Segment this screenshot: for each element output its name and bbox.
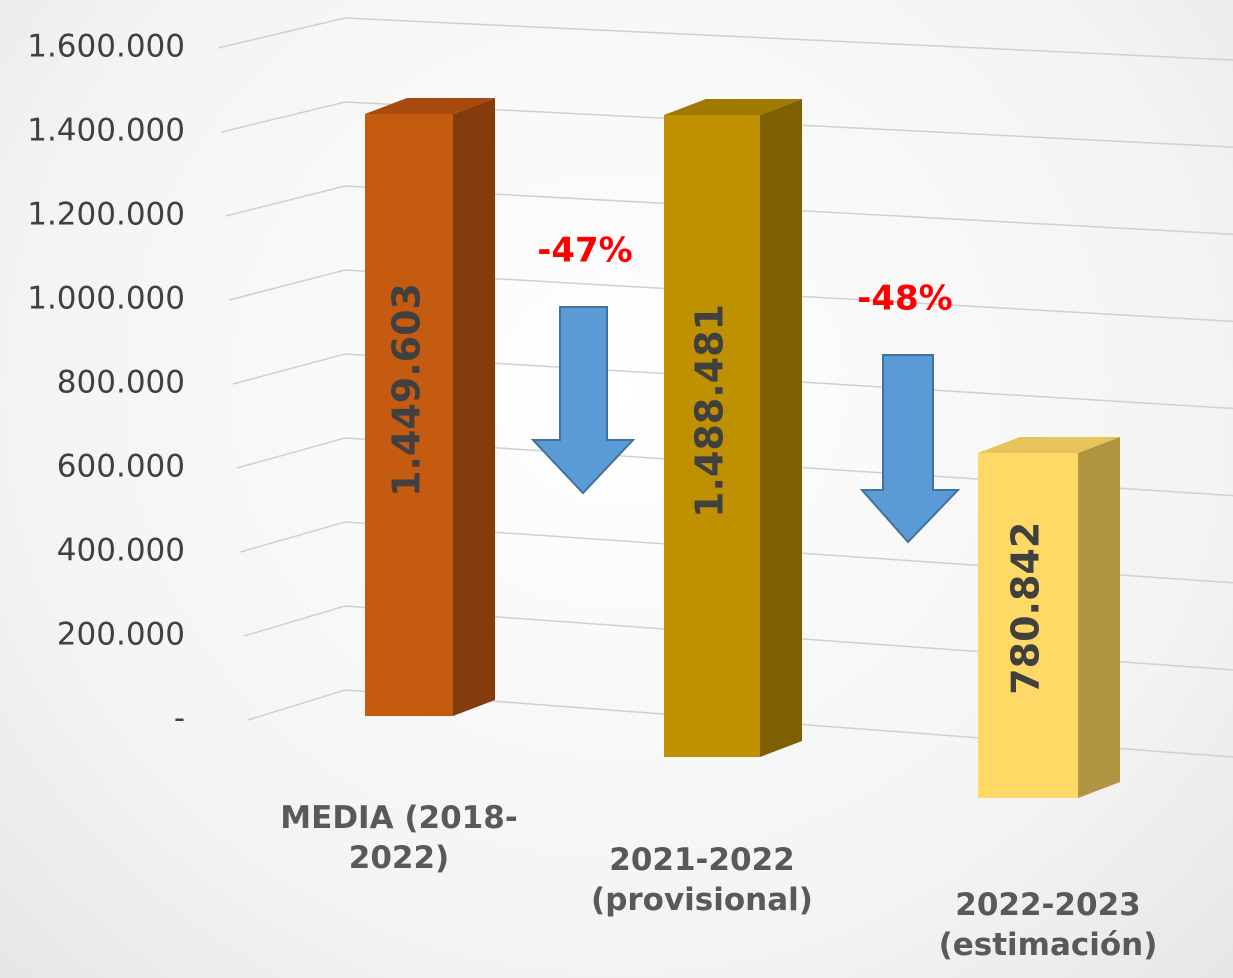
x-tick-label: 2022-2023 (estimación) bbox=[938, 887, 1158, 963]
bar-side bbox=[453, 98, 495, 716]
grid-line bbox=[225, 185, 1233, 235]
grid-line bbox=[236, 437, 1233, 497]
bar bbox=[978, 453, 1078, 798]
bar-side bbox=[760, 99, 802, 757]
bar bbox=[664, 115, 760, 757]
bar-side bbox=[1078, 437, 1120, 798]
y-tick-label: 1.400.000 bbox=[27, 113, 185, 149]
bar-top bbox=[978, 437, 1120, 453]
y-tick-label: 200.000 bbox=[57, 617, 185, 653]
grid-line bbox=[244, 605, 1233, 671]
arrow bbox=[859, 354, 961, 544]
y-tick-label: 400.000 bbox=[57, 533, 185, 569]
grid-line bbox=[221, 101, 1233, 148]
x-tick-label: 2021-2022 (provisional) bbox=[591, 842, 813, 918]
bar bbox=[365, 114, 453, 716]
y-tick-label: 1.600.000 bbox=[27, 29, 185, 65]
bar-top bbox=[365, 98, 495, 114]
x-tick-label: MEDIA (2018-2022) bbox=[280, 800, 518, 876]
y-tick-label: 1.000.000 bbox=[27, 281, 185, 317]
grid-line bbox=[240, 521, 1233, 584]
grid-line bbox=[232, 353, 1233, 410]
bar-top bbox=[664, 99, 802, 115]
y-tick-label: 800.000 bbox=[57, 365, 185, 401]
grid-line bbox=[247, 689, 1233, 758]
arrow bbox=[530, 306, 636, 495]
y-tick-label: - bbox=[174, 701, 185, 737]
annotation: -47% bbox=[537, 231, 633, 271]
value-label: 1.488.481 bbox=[688, 304, 732, 518]
value-label: 780.842 bbox=[1004, 522, 1048, 695]
grid-line bbox=[229, 269, 1233, 323]
annotation: -48% bbox=[857, 279, 953, 319]
y-tick-label: 600.000 bbox=[57, 449, 185, 485]
value-label: 1.449.603 bbox=[385, 283, 429, 497]
grid-line bbox=[217, 17, 1233, 61]
y-tick-label: 1.200.000 bbox=[27, 197, 185, 233]
